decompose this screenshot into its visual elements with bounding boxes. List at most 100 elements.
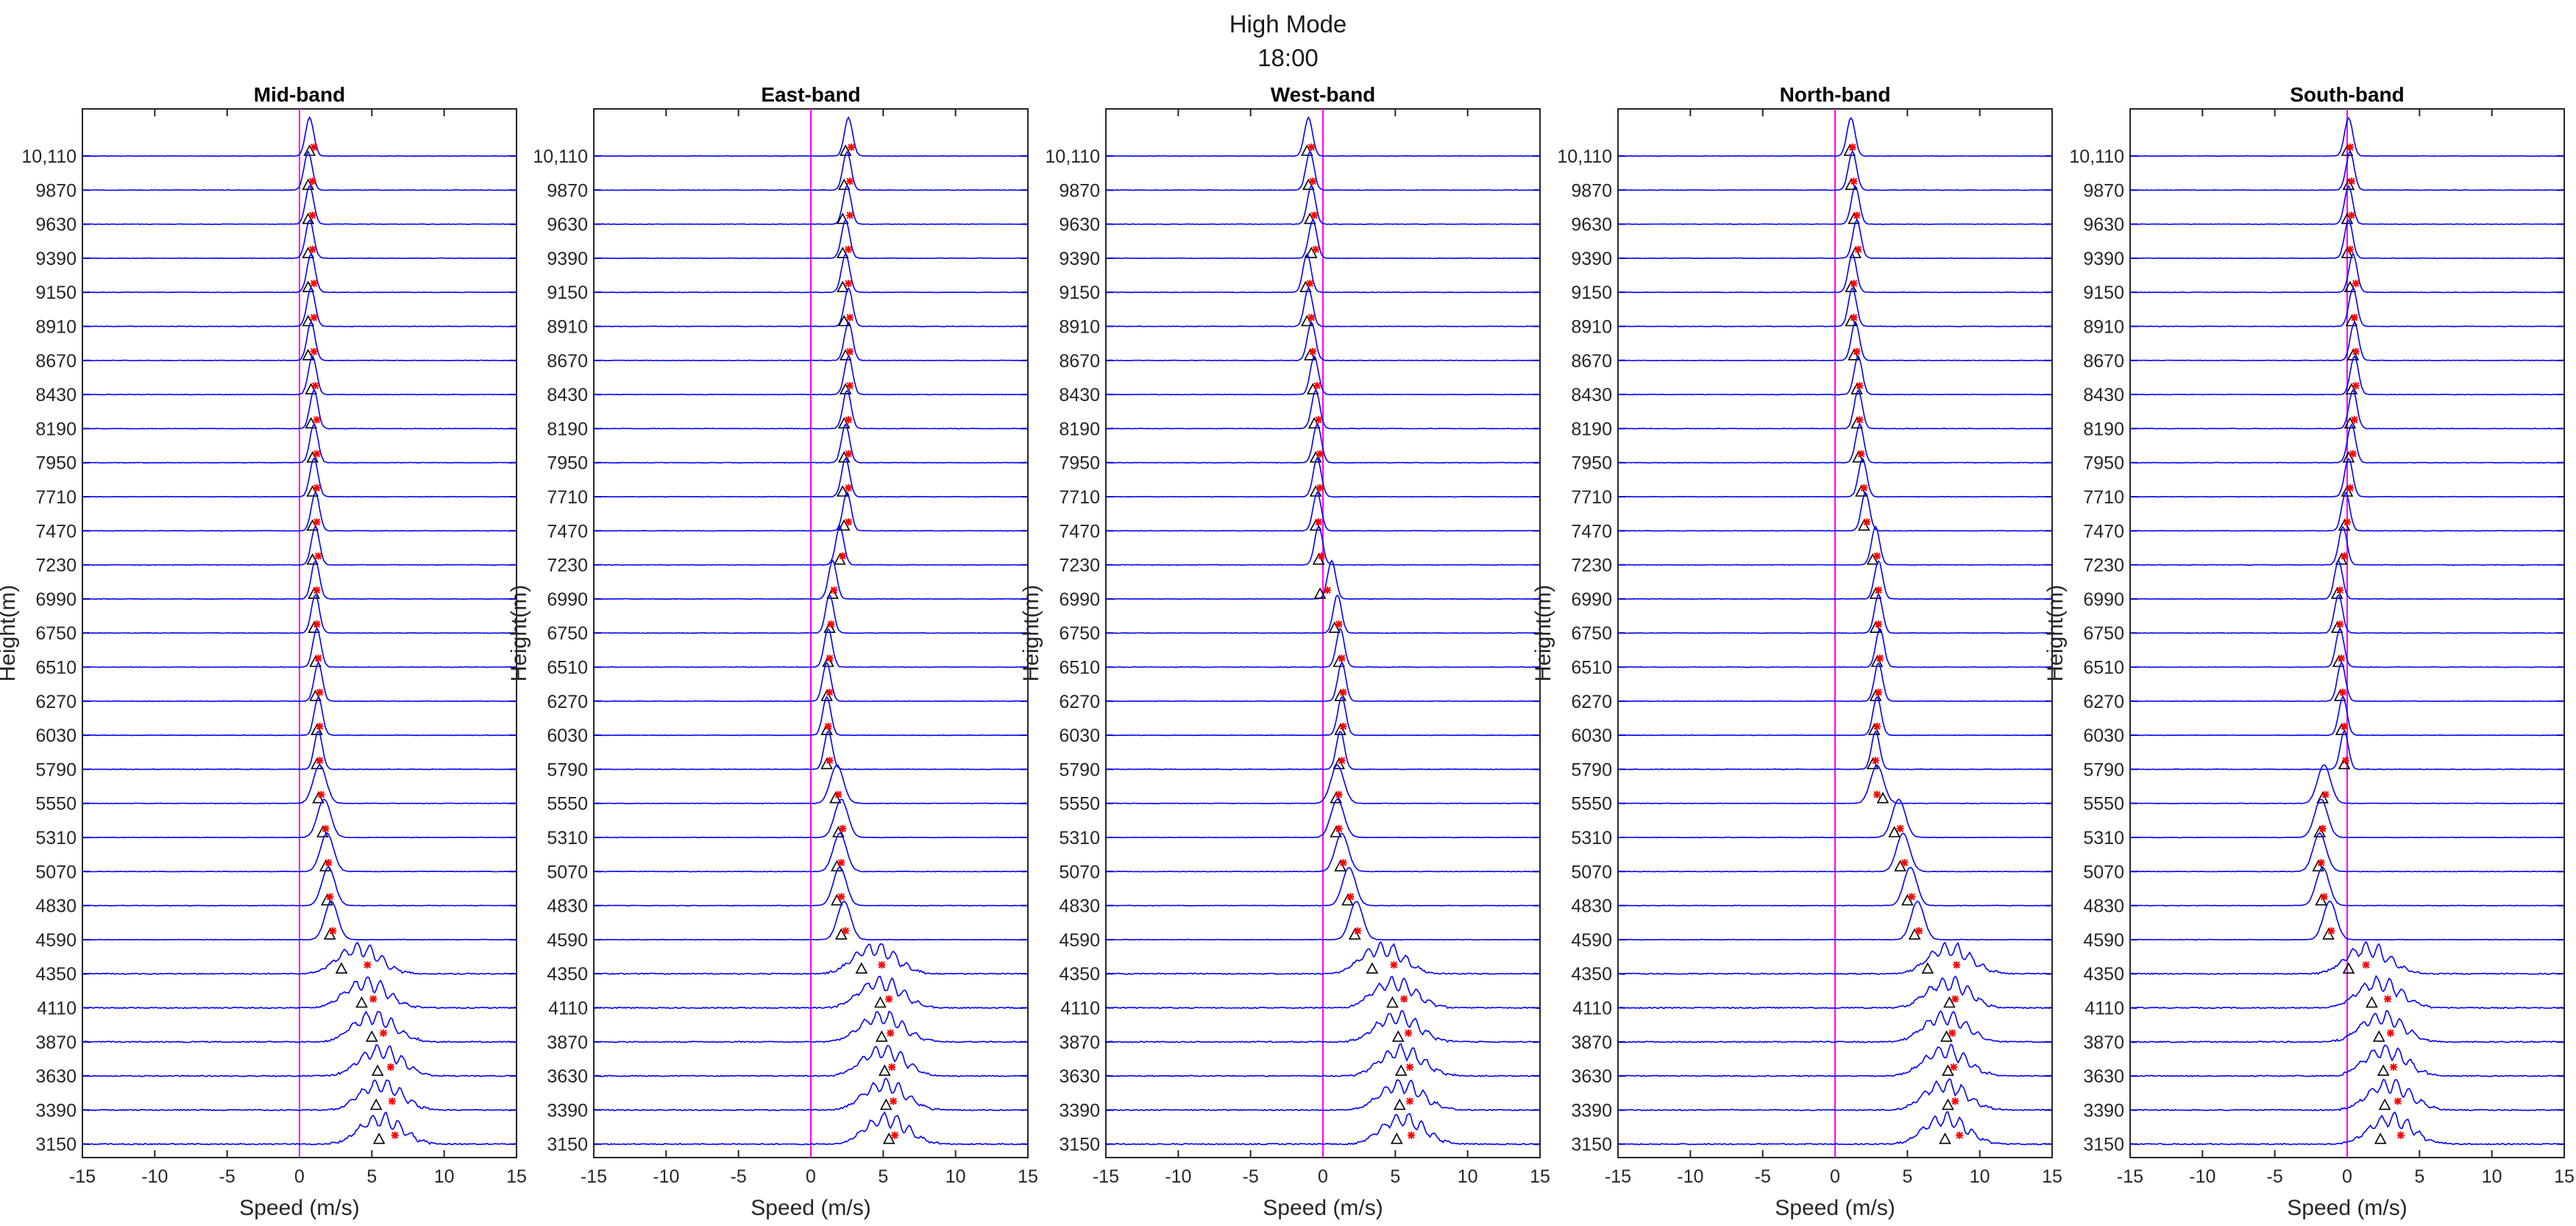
spectrum-curve [1106,832,1540,873]
y-tick-label: 7950 [35,453,77,474]
red-star-marker [1407,1131,1415,1139]
red-star-marker [1873,552,1881,560]
spectrum-curve [593,1044,1029,1077]
spectrum-curve [82,150,517,191]
red-star-marker [1310,211,1319,219]
spectrum-curve [82,730,517,770]
red-star-marker [313,450,321,458]
red-star-marker [1875,688,1882,696]
red-star-marker [1354,926,1362,935]
spectrum-curve [2130,729,2565,770]
red-star-marker [845,245,853,253]
spectrum-curve [2129,219,2565,260]
y-tick-label: 6030 [1059,726,1100,746]
red-star-marker [2341,723,2349,731]
spectrum-curve [82,355,517,396]
red-star-marker [1875,586,1882,594]
spectrum-curve [1106,976,1540,1010]
red-star-marker [388,1097,396,1105]
red-star-marker [1315,518,1323,526]
red-star-marker [310,347,318,355]
red-star-marker [314,552,322,560]
y-axis-label: Height(m) [507,585,531,682]
spectrum-curve [1617,975,2053,1010]
red-star-marker [2350,313,2358,322]
spectrum-curve [1617,764,2053,804]
y-tick-label: 10,110 [2069,146,2124,167]
triangle-marker [305,383,318,394]
x-tick-label: 15 [506,1166,527,1187]
red-star-marker [313,620,321,628]
spectrum-curve [1105,491,1541,532]
triangle-marker [302,247,315,258]
x-tick-label: 10 [1970,1166,1990,1187]
spectrum-curve [1617,457,2052,498]
triangle-marker [882,1133,895,1144]
spectrum-curve [2129,116,2565,157]
spectrum-curve [593,1077,1028,1112]
triangle-marker [831,893,843,906]
panel-north-band: North-band -15 -10 -5 0 5 10 15 Speed (m/s) Heigh… [1531,83,2062,1220]
red-star-marker [839,825,847,832]
spectrum-curve [1617,832,2053,873]
y-tick-label: 3150 [1059,1135,1100,1155]
triangle-marker [1908,928,1921,940]
red-star-marker [1335,790,1343,798]
spectrum-curve [2129,1111,2565,1146]
spectrum-curve [2129,798,2565,839]
triangle-marker [2377,1064,2390,1076]
y-tick-label: 6990 [1059,589,1100,610]
x-axis-label: Speed (m/s) [1263,1196,1383,1220]
y-tick-label: 6270 [547,692,588,712]
y-tick-label: 6750 [1059,623,1100,644]
spectrum-curve [82,491,517,532]
spectrum-curve [2129,458,2565,498]
x-tick-label: -15 [581,1166,607,1187]
y-tick-label: 3150 [35,1135,77,1155]
red-star-marker [2347,211,2355,219]
x-axis-label: Speed (m/s) [751,1196,870,1220]
red-star-marker [1850,313,1858,322]
y-tick-label: 5790 [2083,759,2124,780]
red-star-marker [326,893,334,901]
y-tick-label: 4830 [1571,896,1612,917]
spectrum-curve [2129,900,2565,941]
spectrum-curve [593,695,1029,737]
y-tick-label: 4830 [2083,896,2124,917]
red-star-marker [391,1131,399,1139]
triangle-marker [1386,996,1399,1008]
spectrum-curve [593,218,1029,260]
y-tick-label: 6990 [35,589,77,610]
triangle-marker [1394,1064,1408,1076]
spectrum-curve [593,867,1029,907]
spectrum-curve [82,1079,517,1112]
y-tick-label: 9870 [1059,180,1100,201]
red-star-marker [2336,586,2344,594]
panel-title: North-band [1780,83,1891,106]
red-star-marker [2339,688,2347,696]
y-tick-label: 3870 [1059,1032,1100,1053]
triangle-marker [365,1030,378,1042]
spectrum-curve [82,763,517,804]
triangle-marker [306,553,319,565]
red-star-marker [2384,995,2392,1003]
y-tick-label: 8190 [2083,419,2124,439]
triangle-marker [2372,1030,2385,1042]
red-star-marker [2362,961,2370,969]
y-tick-label: 8430 [2083,385,2124,405]
triangle-marker [1942,1098,1954,1110]
y-tick-label: 7950 [1571,453,1612,474]
y-tick-label: 5550 [35,794,77,815]
spectrum-curve [1106,287,1541,327]
red-star-marker [846,211,854,219]
triangle-marker [1866,553,1879,565]
x-tick-label: -5 [1243,1166,1259,1187]
y-tick-label: 6510 [35,658,77,678]
y-tick-label: 4350 [1571,964,1612,985]
spectrum-curve [1617,286,2053,327]
red-star-marker [313,416,321,424]
triangle-marker [837,314,851,327]
spectrum-curve [1105,1043,1541,1077]
red-star-marker [329,926,337,935]
